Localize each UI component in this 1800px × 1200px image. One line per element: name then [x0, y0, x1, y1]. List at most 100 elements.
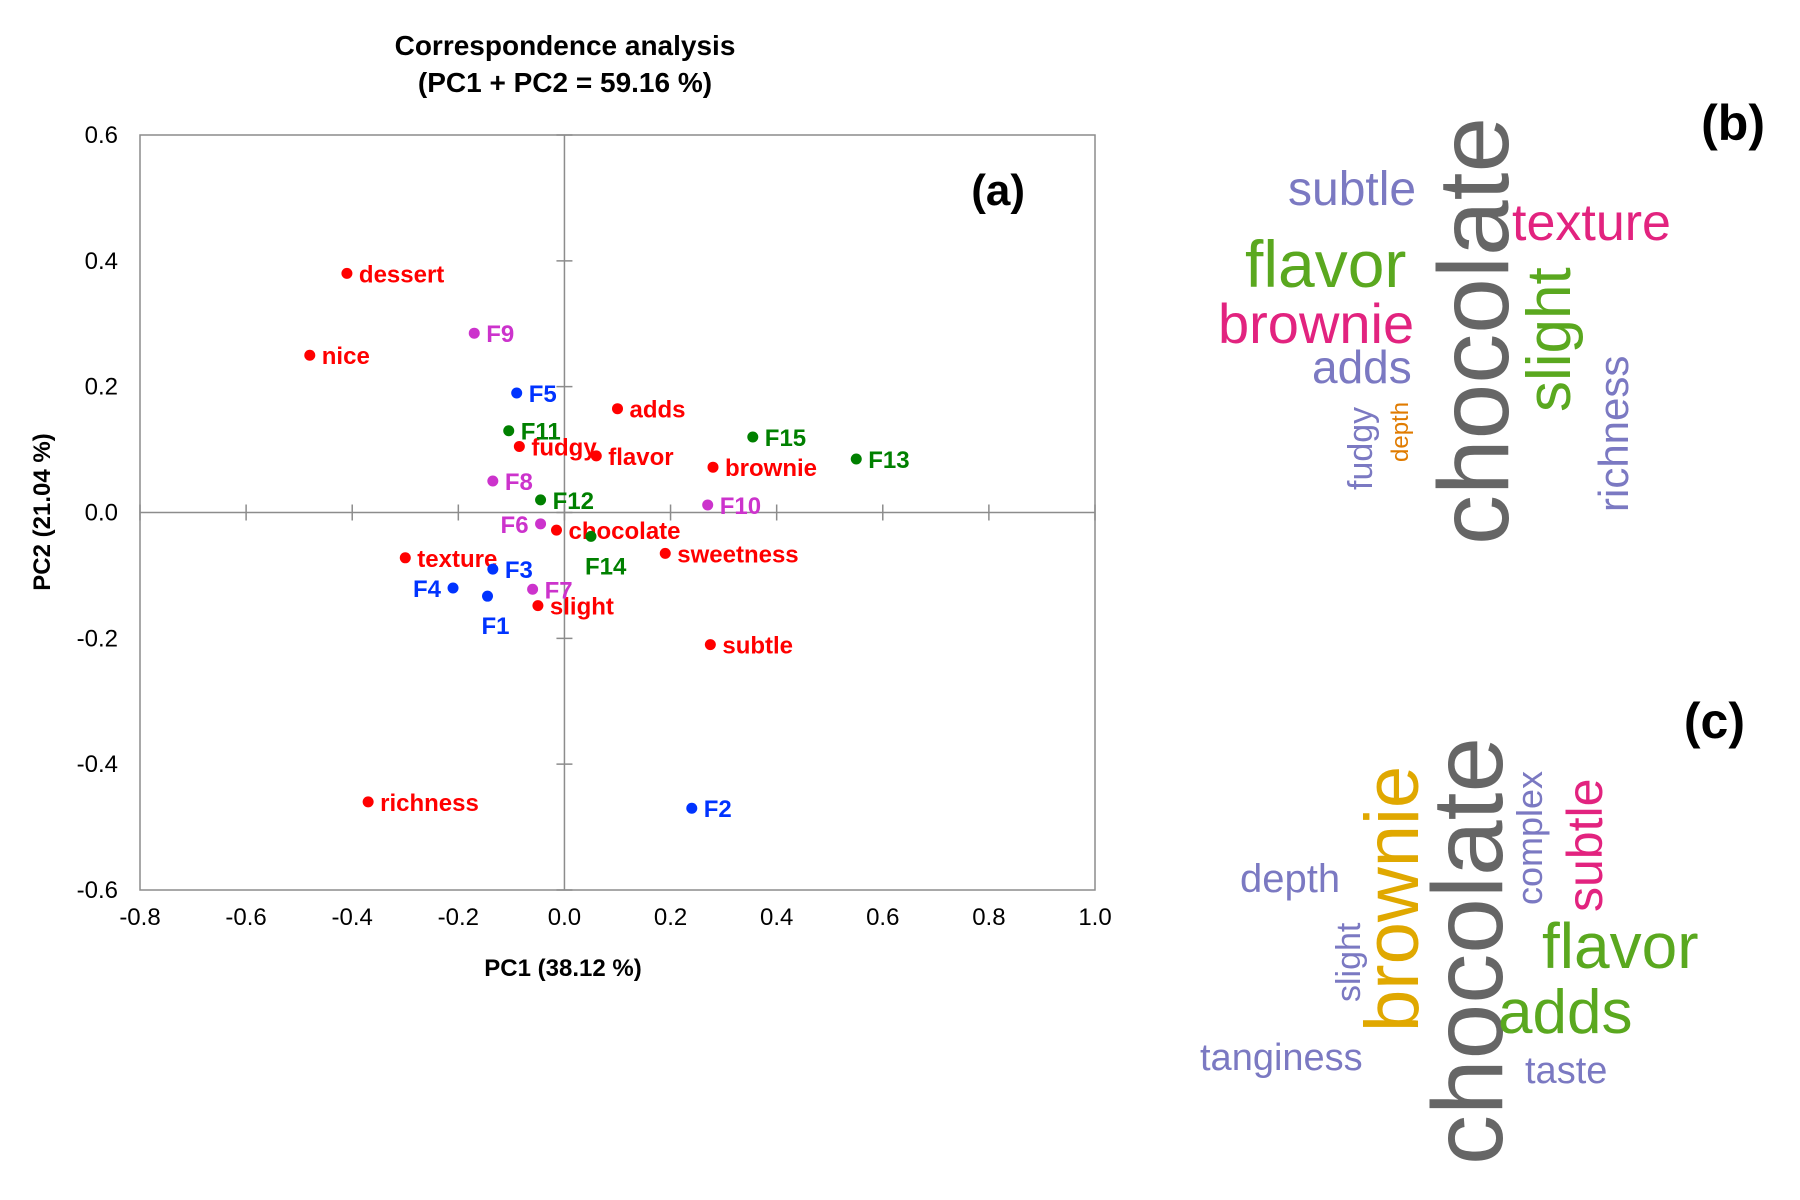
- wordcloud-b-word-adds: adds: [1312, 341, 1412, 393]
- panel-label-a: (a): [971, 166, 1025, 215]
- x-tick-label: -0.6: [225, 904, 266, 931]
- x-tick-label: -0.4: [332, 904, 373, 931]
- data-label-f2: F2: [704, 796, 732, 823]
- data-label-f10: F10: [720, 493, 761, 520]
- panel-b: (b) chocolate subtle texture flavor brow…: [1218, 95, 1765, 545]
- x-tick-label: 0.8: [972, 904, 1005, 931]
- wordcloud-c-word-subtle: subtle: [1557, 779, 1613, 912]
- y-tick-label: -0.4: [77, 751, 118, 778]
- y-tick-label: 0.2: [85, 374, 118, 401]
- data-point-f8: [487, 475, 499, 487]
- data-point-brownie: [707, 461, 719, 473]
- data-label-texture: texture: [417, 546, 497, 573]
- data-point-f4: [447, 582, 459, 594]
- panel-c: (c) chocolate brownie complex subtle dep…: [1200, 693, 1745, 1165]
- wordcloud-b-word-chocolate: chocolate: [1418, 117, 1530, 545]
- data-label-f14: F14: [585, 553, 627, 580]
- x-tick-label: 0.4: [760, 904, 793, 931]
- y-tick-label: 0.4: [85, 248, 118, 275]
- wordcloud-c-word-tanginess: tanginess: [1200, 1037, 1363, 1079]
- wordcloud-b-word-richness: richness: [1590, 356, 1637, 512]
- data-label-f8: F8: [505, 469, 533, 496]
- data-point-f10: [702, 499, 714, 511]
- y-tick-label: -0.6: [77, 877, 118, 904]
- wordcloud-b-word-texture: texture: [1512, 194, 1671, 252]
- data-label-f12: F12: [553, 488, 594, 515]
- x-tick-label: -0.2: [438, 904, 479, 931]
- data-point-f5: [511, 387, 523, 399]
- y-tick-label: 0.6: [85, 122, 118, 149]
- data-label-adds: adds: [630, 397, 686, 424]
- data-point-f3: [487, 563, 499, 575]
- data-label-richness: richness: [380, 790, 479, 817]
- data-point-f2: [686, 802, 698, 814]
- y-axis-label: PC2 (21.04 %): [29, 433, 56, 590]
- data-point-f12: [535, 494, 547, 506]
- data-label-subtle: subtle: [722, 633, 793, 660]
- data-label-f3: F3: [505, 557, 533, 584]
- data-label-f4: F4: [413, 576, 442, 603]
- data-points: dessert nice adds fudgy flavor brownie chocola…: [304, 261, 910, 823]
- panel-label-c: (c): [1684, 693, 1745, 749]
- wordcloud-c-word-adds: adds: [1498, 978, 1632, 1047]
- data-label-chocolate: chocolate: [568, 518, 680, 545]
- x-tick-labels: -0.8 -0.6 -0.4 -0.2 0.0 0.2 0.4 0.6 0.8 1.0: [119, 904, 1111, 931]
- data-label-f15: F15: [765, 425, 806, 452]
- data-label-f6: F6: [501, 512, 529, 539]
- panel-label-b: (b): [1701, 95, 1765, 151]
- wordcloud-c-word-depth: depth: [1240, 857, 1340, 901]
- data-label-f9: F9: [486, 321, 514, 348]
- data-label-f11: F11: [521, 419, 561, 446]
- data-point-dessert: [341, 267, 353, 279]
- data-point-f11: [503, 425, 515, 437]
- data-point-adds: [612, 403, 623, 415]
- data-label-slight: slight: [550, 594, 614, 621]
- axes-layer: [139, 134, 1096, 891]
- y-tick-labels: 0.6 0.4 0.2 0.0 -0.2 -0.4 -0.6: [77, 122, 118, 904]
- x-tick-label: 1.0: [1078, 904, 1111, 931]
- wordcloud-b-word-flavor: flavor: [1245, 227, 1406, 301]
- wordcloud-b-word-subtle: subtle: [1288, 163, 1416, 216]
- data-point-subtle: [704, 639, 716, 651]
- panel-a: Correspondence analysis (PC1 + PC2 = 59.…: [29, 30, 1112, 982]
- data-point-f6: [535, 518, 547, 530]
- data-point-f7: [527, 583, 539, 595]
- y-tick-label: 0.0: [85, 500, 118, 527]
- x-tick-label: 0.2: [654, 904, 687, 931]
- data-point-flavor: [590, 450, 602, 462]
- data-point-texture: [399, 552, 411, 564]
- data-point-slight: [532, 600, 544, 612]
- wordcloud-c-word-complex: complex: [1509, 771, 1550, 905]
- data-label-f1: F1: [482, 613, 510, 640]
- data-point-f15: [747, 431, 759, 443]
- wordcloud-b-word-brownie: brownie: [1218, 292, 1414, 355]
- x-axis-label: PC1 (38.12 %): [484, 955, 641, 982]
- data-point-f14: [585, 530, 597, 542]
- data-label-f13: F13: [868, 447, 909, 474]
- data-label-fudgy: fudgy: [531, 434, 597, 461]
- data-point-chocolate: [550, 524, 562, 536]
- data-point-sweetness: [659, 547, 671, 559]
- wordcloud-c-word-flavor: flavor: [1542, 910, 1699, 982]
- x-tick-label: -0.8: [119, 904, 160, 931]
- data-label-f5: F5: [529, 381, 557, 408]
- wordcloud-c-word-brownie: brownie: [1350, 766, 1435, 1032]
- x-tick-label: 0.0: [548, 904, 581, 931]
- data-point-fudgy: [513, 440, 525, 452]
- data-point-f13: [850, 453, 862, 465]
- data-point-f1: [482, 590, 494, 602]
- data-point-richness: [362, 796, 374, 808]
- wordcloud-b-word-slight: slight: [1515, 267, 1584, 412]
- data-point-f9: [468, 327, 480, 339]
- data-label-nice: nice: [322, 343, 370, 370]
- data-label-dessert: dessert: [359, 261, 444, 288]
- data-label-sweetness: sweetness: [677, 541, 798, 568]
- x-tick-label: 0.6: [866, 904, 899, 931]
- chart-subtitle: (PC1 + PC2 = 59.16 %): [418, 67, 712, 98]
- wordcloud-b-word-depth: depth: [1387, 402, 1414, 462]
- data-label-f7: F7: [545, 577, 573, 604]
- y-tick-label: -0.2: [77, 625, 118, 652]
- data-point-nice: [304, 349, 316, 361]
- wordcloud-c-word-slight: slight: [1330, 922, 1368, 1002]
